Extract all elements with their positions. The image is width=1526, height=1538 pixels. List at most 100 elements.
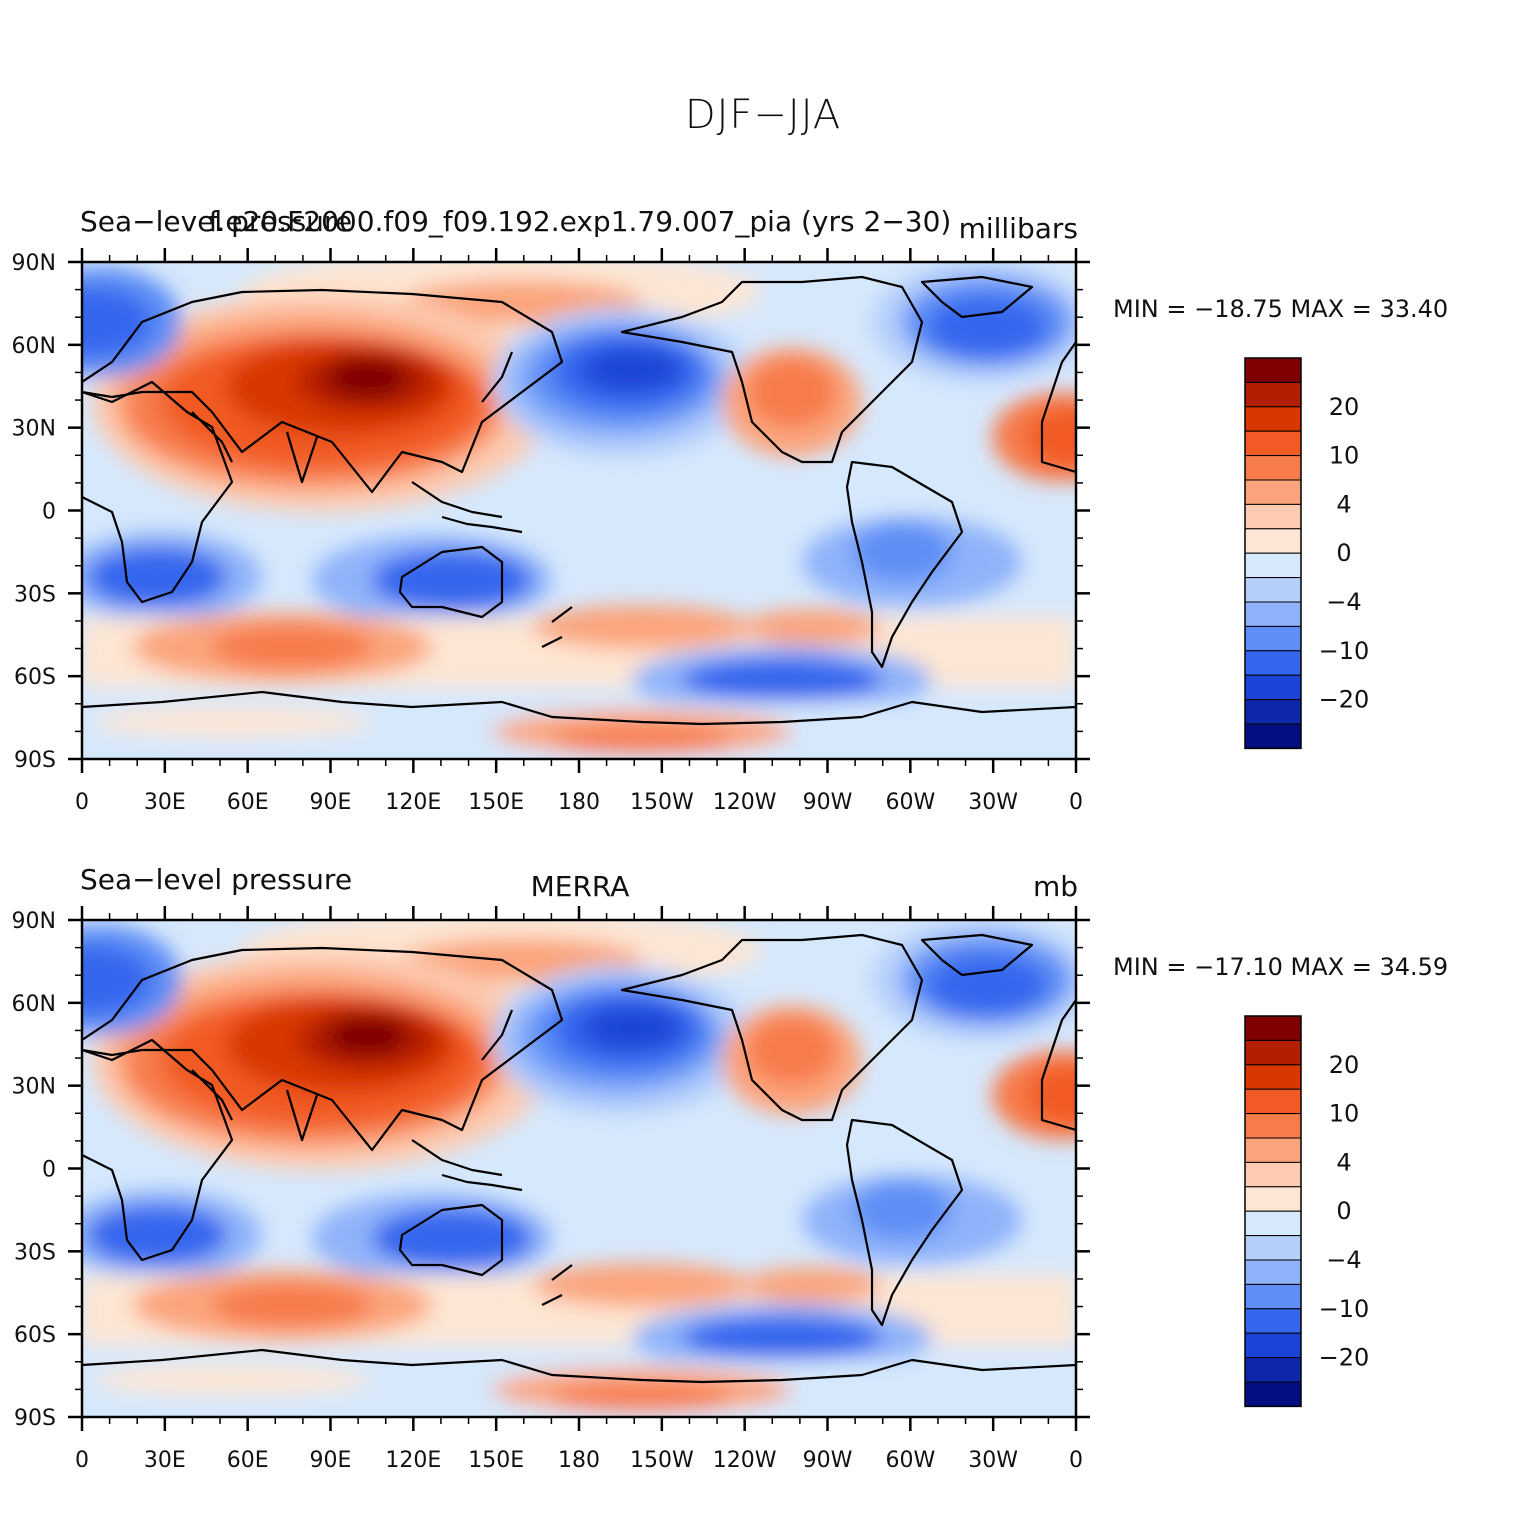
lon-tick-label: 120E — [385, 790, 441, 815]
colorbar-label: −20 — [1319, 686, 1370, 714]
colorbar-swatch — [1244, 1283, 1302, 1310]
colorbar-label: 4 — [1336, 1148, 1351, 1176]
lon-tick-label: 120W — [713, 790, 777, 815]
panel-2-units: mb — [1033, 870, 1078, 903]
panel-1-colorbar: 20 10 4 0 −4 −10 −20 — [1244, 357, 1370, 750]
panel-1-units: millibars — [959, 212, 1078, 245]
colorbar-swatch — [1244, 601, 1302, 627]
colorbar-swatch — [1244, 1381, 1302, 1407]
colorbar-label: −10 — [1319, 637, 1370, 665]
colorbar-swatch — [1244, 577, 1302, 603]
lon-tick-label: 120W — [713, 1448, 777, 1473]
lon-tick-label: 150E — [468, 790, 524, 815]
lon-tick-label: 0 — [1069, 790, 1083, 815]
colorbar-swatch — [1244, 674, 1302, 701]
colorbar-label: −10 — [1319, 1295, 1370, 1323]
colorbar-swatch — [1244, 1235, 1302, 1261]
colorbar-swatch — [1244, 479, 1302, 505]
lon-tick-label: 60E — [227, 790, 269, 815]
lat-tick-label: 60N — [12, 334, 56, 359]
lon-tick-label: 150E — [468, 1448, 524, 1473]
panel-1-axes: 90N 60N 30N 0 30S 60S 90S 0 30E 60E 90E 120E 150E 180… — [12, 248, 1090, 815]
colorbar-label: 20 — [1329, 1051, 1360, 1079]
colorbar-label: 10 — [1329, 1100, 1360, 1128]
panel-1-left-title: Sea−level pressure — [80, 205, 352, 238]
panel-2-center-title: MERRA — [531, 870, 630, 903]
colorbar-swatch — [1244, 1357, 1302, 1383]
lat-tick-label: 0 — [42, 500, 56, 525]
panel-1-map — [80, 260, 1078, 761]
lon-tick-label: 120E — [385, 1448, 441, 1473]
colorbar-swatch — [1244, 699, 1302, 725]
colorbar-swatch — [1244, 1186, 1302, 1212]
lon-tick-label: 150W — [630, 1448, 694, 1473]
colorbar-swatch — [1244, 357, 1302, 383]
lon-tick-label: 90W — [803, 1448, 853, 1473]
colorbar-label: 20 — [1329, 393, 1360, 421]
colorbar-swatch — [1244, 1259, 1302, 1285]
lon-tick-label: 180 — [558, 790, 600, 815]
panel-2-axes: 90N 60N 30N 0 30S 60S 90S 0 30E 60E 90E 120E 150E 180… — [12, 906, 1090, 1473]
colorbar-swatch — [1244, 1210, 1302, 1237]
lon-tick-label: 0 — [1069, 1448, 1083, 1473]
colorbar-swatch — [1244, 1088, 1302, 1115]
colorbar-swatch — [1244, 455, 1302, 481]
panel-2-left-title: Sea−level pressure — [80, 863, 352, 896]
lat-tick-label: 60S — [14, 1323, 56, 1348]
colorbar-swatch — [1244, 381, 1302, 408]
colorbar-swatch — [1244, 406, 1302, 432]
colorbar-label: −20 — [1319, 1344, 1370, 1372]
lon-tick-label: 150W — [630, 790, 694, 815]
colorbar-swatch — [1244, 1308, 1302, 1334]
colorbar-label: 10 — [1329, 442, 1360, 470]
lon-tick-label: 30E — [144, 1448, 186, 1473]
lon-tick-label: 0 — [75, 790, 89, 815]
panel-2-stats: MIN = −17.10 MAX = 34.59 — [1113, 953, 1448, 981]
lat-tick-label: 0 — [42, 1158, 56, 1183]
lon-tick-label: 60E — [227, 1448, 269, 1473]
lon-tick-label: 30W — [968, 1448, 1018, 1473]
colorbar-label: 4 — [1336, 490, 1351, 518]
colorbar-swatch — [1244, 1113, 1302, 1139]
lat-tick-label: 90N — [12, 251, 56, 276]
lon-tick-label: 30W — [968, 790, 1018, 815]
lon-tick-label: 60W — [885, 1448, 935, 1473]
panel-1-center-title: f.e20.F2000.f09_f09.192.exp1.79.007_pia … — [209, 205, 952, 238]
colorbar-swatch — [1244, 1161, 1302, 1188]
lat-tick-label: 30S — [14, 1240, 56, 1265]
lon-tick-label: 90W — [803, 790, 853, 815]
panel-1-stats: MIN = −18.75 MAX = 33.40 — [1113, 295, 1448, 323]
lon-tick-label: 60W — [885, 790, 935, 815]
lat-tick-label: 90S — [14, 748, 56, 773]
lat-tick-label: 60N — [12, 992, 56, 1017]
panel-2-colorbar: 20 10 4 0 −4 −10 −20 — [1244, 1015, 1370, 1408]
colorbar-swatch — [1244, 503, 1302, 530]
colorbar-swatch — [1244, 528, 1302, 554]
colorbar-label: 0 — [1336, 1197, 1351, 1225]
colorbar-label: 0 — [1336, 539, 1351, 567]
colorbar-swatch — [1244, 1332, 1302, 1359]
lat-tick-label: 30S — [14, 582, 56, 607]
colorbar-swatch — [1244, 1064, 1302, 1090]
lon-tick-label: 90E — [310, 1448, 352, 1473]
colorbar-label: −4 — [1326, 588, 1361, 616]
lat-tick-label: 60S — [14, 665, 56, 690]
colorbar-swatch — [1244, 723, 1302, 749]
colorbar-swatch — [1244, 650, 1302, 676]
lon-tick-label: 0 — [75, 1448, 89, 1473]
lat-tick-label: 30N — [12, 417, 56, 442]
colorbar-swatch — [1244, 625, 1302, 652]
colorbar-swatch — [1244, 552, 1302, 579]
lat-tick-label: 90N — [12, 909, 56, 934]
lon-tick-label: 180 — [558, 1448, 600, 1473]
lon-tick-label: 30E — [144, 790, 186, 815]
colorbar-swatch — [1244, 1039, 1302, 1066]
colorbar-label: −4 — [1326, 1246, 1361, 1274]
panel-2-map — [80, 918, 1078, 1419]
lat-tick-label: 30N — [12, 1075, 56, 1100]
figure-title: DJF−JJA — [684, 92, 842, 138]
lat-tick-label: 90S — [14, 1406, 56, 1431]
lon-tick-label: 90E — [310, 790, 352, 815]
colorbar-swatch — [1244, 1015, 1302, 1041]
colorbar-swatch — [1244, 1137, 1302, 1163]
